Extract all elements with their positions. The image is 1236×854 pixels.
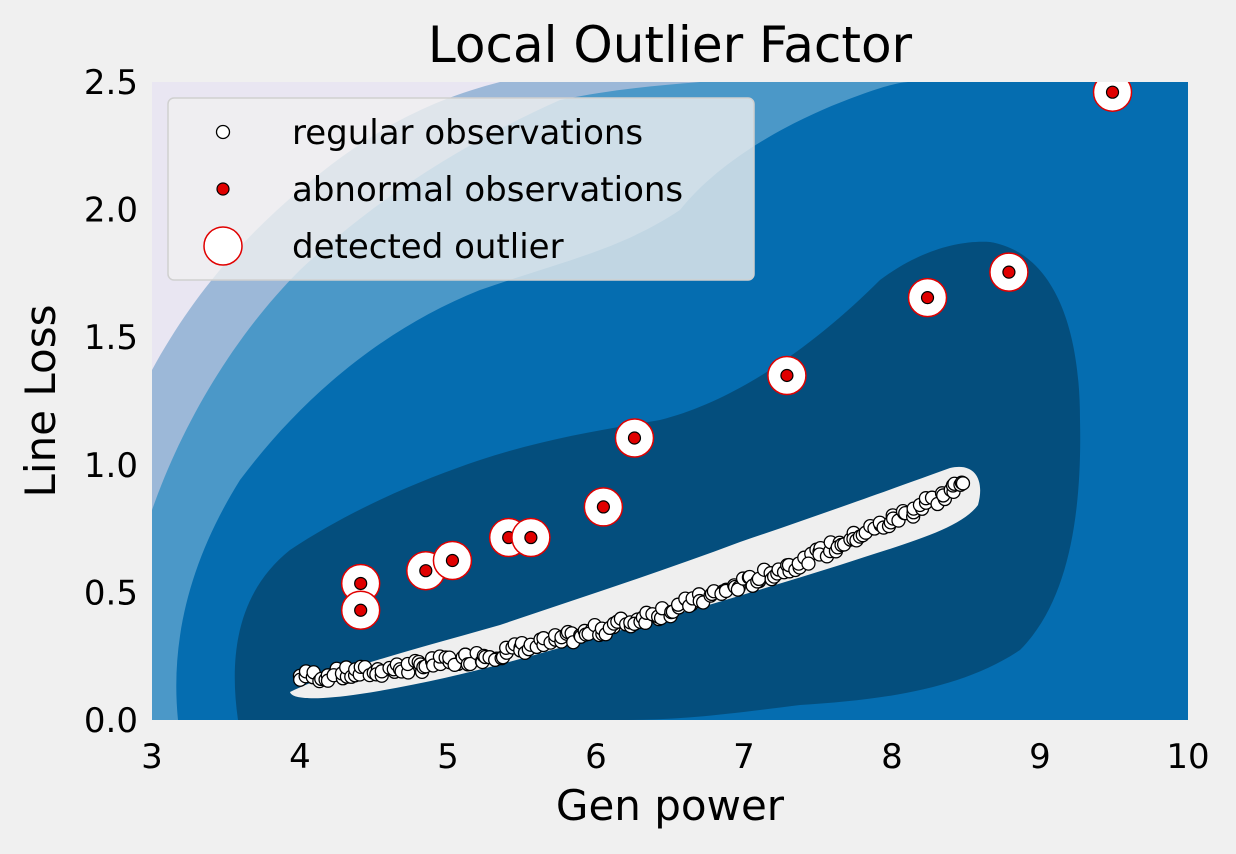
scatter-points — [292, 82, 1133, 689]
y-tick-label: 2.0 — [84, 191, 138, 231]
y-tick-label: 0.0 — [84, 701, 138, 741]
regular-cluster-halo — [290, 466, 981, 699]
legend-marker-abnormal — [216, 182, 230, 196]
abnormal-point — [354, 603, 368, 617]
y-tick-label: 0.5 — [84, 573, 138, 613]
abnormal-point — [524, 530, 538, 545]
abnormal-point — [1105, 85, 1120, 99]
abnormal-point — [354, 576, 368, 591]
legend: regular observations abnormal observation… — [167, 97, 755, 281]
legend-label: detected outlier — [292, 227, 564, 267]
abnormal-point — [419, 564, 433, 578]
chart-title: Local Outlier Factor — [428, 16, 913, 74]
abnormal-point — [596, 500, 611, 514]
y-tick-label: 1.5 — [84, 318, 138, 358]
axes: 3 4 5 6 7 8 9 10 0.0 0.5 1.0 1.5 2.0 2.5 — [84, 63, 1210, 777]
y-tick-label: 1.0 — [84, 446, 138, 486]
x-tick-label: 5 — [437, 737, 459, 777]
x-tick-label: 10 — [1166, 737, 1209, 777]
regular-point — [955, 476, 971, 491]
legend-marker-outlier — [203, 226, 243, 266]
x-tick-label: 4 — [289, 737, 311, 777]
contour-level-4 — [234, 241, 1081, 720]
legend-label: regular observations — [292, 113, 643, 153]
x-axis-label: Gen power — [556, 781, 785, 830]
x-tick-label: 9 — [1029, 737, 1051, 777]
legend-marker-regular — [215, 124, 231, 140]
y-tick-label: 2.5 — [84, 63, 138, 103]
abnormal-point — [920, 291, 935, 305]
y-axis-label: Line Loss — [16, 305, 65, 498]
legend-box — [167, 97, 755, 281]
x-tick-label: 6 — [585, 737, 607, 777]
abnormal-point — [780, 368, 794, 383]
x-tick-label: 8 — [881, 737, 903, 777]
legend-label: abnormal observations — [292, 170, 683, 210]
regular-point — [801, 556, 816, 571]
abnormal-point — [627, 431, 642, 445]
x-tick-label: 7 — [733, 737, 755, 777]
abnormal-point — [445, 553, 460, 568]
x-tick-label: 3 — [141, 737, 163, 777]
abnormal-point — [1002, 265, 1016, 279]
